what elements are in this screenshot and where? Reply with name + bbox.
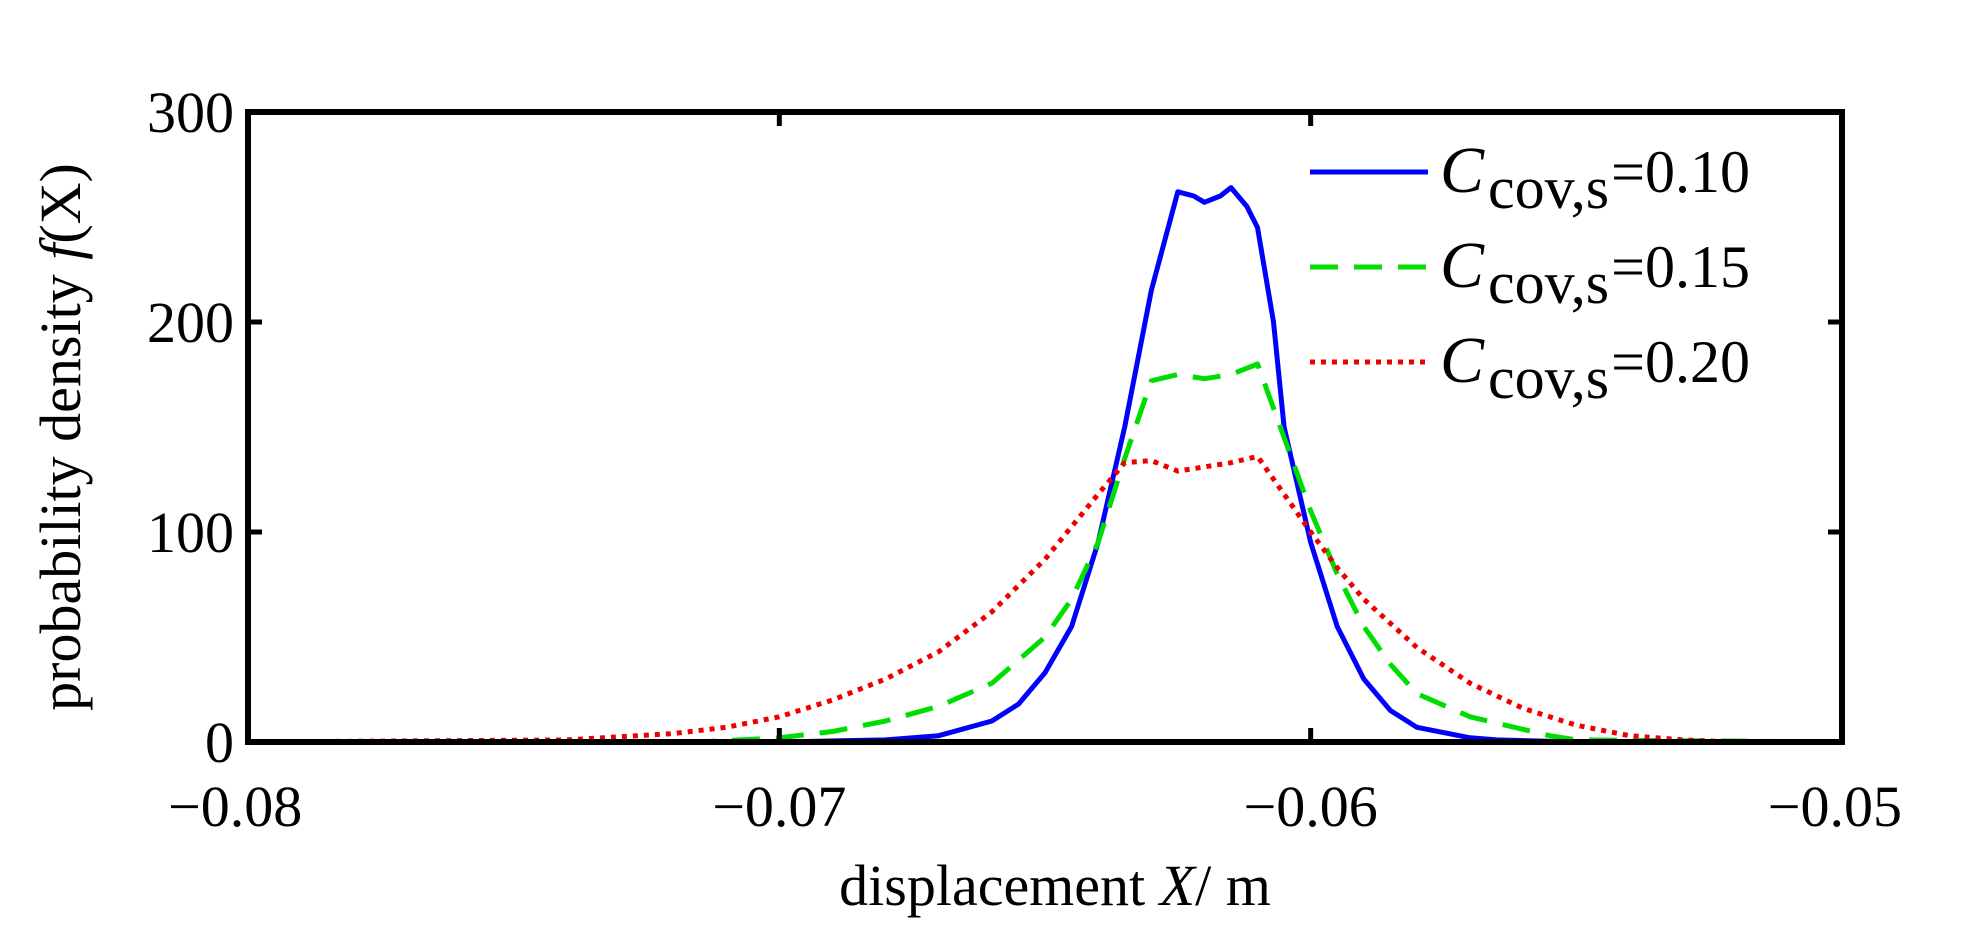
x-tick-label: −0.07: [712, 774, 846, 839]
y-tick-label: 200: [147, 290, 234, 355]
legend-symbol: C: [1440, 134, 1485, 207]
series-line-3: [248, 456, 1842, 742]
x-tick-label: −0.08: [168, 774, 302, 839]
legend-value: =0.15: [1611, 234, 1750, 300]
x-tick-label: −0.06: [1244, 774, 1378, 839]
legend-symbol: C: [1440, 229, 1485, 302]
legend-value: =0.10: [1611, 139, 1750, 205]
x-tick-label: −0.05: [1768, 774, 1902, 839]
x-axis-title-symbol: X: [1158, 853, 1198, 918]
legend-label-2: Ccov,s=0.15: [1440, 229, 1750, 316]
legend-label-1: Ccov,s=0.10: [1440, 134, 1750, 221]
y-tick-label: 300: [147, 80, 234, 145]
x-axis-title-prefix: displacement: [839, 853, 1160, 918]
legend-symbol: C: [1440, 324, 1485, 397]
legend-value: =0.20: [1611, 329, 1750, 395]
legend-subscript: cov,s: [1488, 155, 1609, 221]
y-axis-title: probability density f(X): [28, 163, 93, 711]
y-tick-label: 100: [147, 500, 234, 565]
y-axis-title-suffix: (X): [28, 163, 93, 244]
x-axis-title-suffix: / m: [1195, 853, 1271, 918]
y-axis-title-prefix: probability density: [28, 260, 93, 711]
legend-subscript: cov,s: [1488, 345, 1609, 411]
x-axis-title: displacement X/ m: [839, 853, 1271, 918]
legend-subscript: cov,s: [1488, 250, 1609, 316]
legend-label-3: Ccov,s=0.20: [1440, 324, 1750, 411]
series-line-2: [248, 364, 1842, 742]
y-tick-label: 0: [205, 710, 234, 775]
